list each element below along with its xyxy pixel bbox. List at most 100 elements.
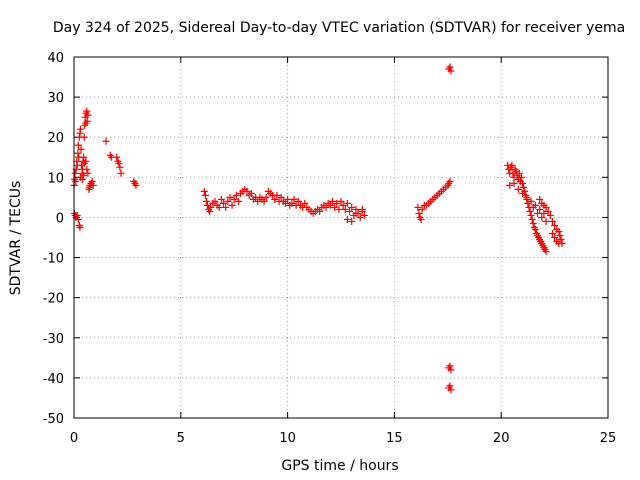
y-tick-label: 30 [47,91,64,106]
data-point-marker [360,211,368,219]
data-point-marker [348,203,356,211]
data-point-marker [83,165,91,173]
y-tick-label: -40 [43,372,64,387]
data-point-marker [556,231,564,239]
data-point-marker [271,195,279,203]
data-point-marker [348,217,356,225]
data-point-marker [508,161,516,169]
data-point-marker [551,234,559,241]
data-point-marker [200,187,208,195]
chart-title: Day 324 of 2025, Sidereal Day-to-day VTE… [53,20,625,36]
data-point-marker [102,137,110,145]
data-point-marker [80,153,88,161]
data-point-marker [294,197,302,205]
grid-lines [74,57,608,418]
data-point-marker [515,169,523,177]
data-point-marker [337,197,345,205]
data-point-marker [328,197,336,205]
data-point-marker [277,193,285,201]
data-point-marker [85,183,93,191]
data-point-marker [74,141,82,149]
y-tick-label: 0 [56,211,64,226]
data-point-marker [207,203,215,211]
data-point-marker [243,187,251,195]
data-point-marker [555,240,563,248]
data-point-marker [77,145,85,153]
data-point-marker [290,195,298,203]
data-point-marker [341,205,349,213]
data-point-marker [88,177,96,185]
x-tick-label: 25 [600,431,617,446]
data-point-marker [546,211,554,219]
data-point-marker [557,236,565,244]
data-point-marker [523,193,531,201]
data-point-marker [89,181,97,189]
data-point-marker [226,193,234,201]
data-point-marker [548,229,556,237]
data-point-marker [76,173,84,181]
data-point-marker [288,199,296,207]
data-point-marker [542,203,550,211]
data-point-marker [352,209,360,217]
data-point-marker [339,201,347,209]
data-point-marker [536,205,544,213]
data-point-marker [232,191,240,199]
data-point-marker [260,197,268,205]
data-point-marker [220,199,228,207]
data-point-marker [446,177,454,185]
data-point-marker [211,197,219,205]
data-point-marker [346,207,354,215]
data-point-marker [281,199,289,207]
data-point-marker [284,195,292,203]
data-point-marker [356,213,364,221]
data-point-marker [519,179,527,187]
data-point-marker [528,215,536,223]
data-point-marker [555,227,563,235]
data-point-marker [81,159,89,167]
data-point-marker [540,209,548,217]
data-point-marker [343,199,351,207]
data-point-marker [224,197,232,205]
data-point-marker [132,181,140,189]
data-point-marker [534,209,542,217]
data-point-marker [115,159,123,167]
y-tick-label: 20 [47,131,64,146]
x-tick-label: 20 [493,431,510,446]
data-point-marker [84,111,92,119]
x-tick-label: 15 [386,431,403,446]
data-point-marker [72,177,80,185]
data-point-marker [519,189,527,197]
y-tick-label: 10 [47,171,64,186]
data-point-marker [273,191,281,199]
axis-ticks [73,56,609,419]
data-point-marker [527,197,535,205]
data-point-marker [117,169,125,177]
x-tick-label: 0 [70,431,78,446]
data-point-marker [527,211,535,219]
data-point-marker [548,217,556,225]
data-point-marker [544,207,552,215]
data-point-marker [538,213,546,221]
x-tick-labels: 0 5 10 15 20 25 [70,431,616,446]
data-point-marker [542,217,550,225]
data-point-marker [551,221,559,229]
data-point-marker [215,203,223,211]
data-point-marker [71,169,79,177]
data-point-marker [335,205,343,213]
data-point-marker [445,384,453,392]
data-point-marker [301,199,309,207]
data-point-marker [80,133,88,141]
data-point-marker [206,207,214,215]
data-point-marker [83,107,91,115]
data-point-marker [326,201,334,209]
data-point-marker [536,195,544,203]
data-point-marker [417,215,425,223]
data-point-marker [202,197,210,205]
data-point-marker [415,209,423,217]
x-tick-label: 5 [177,431,185,446]
data-point-marker [247,189,255,197]
data-point-marker [113,153,121,161]
data-point-marker [542,248,550,256]
data-point-marker [529,219,537,227]
data-point-marker [414,203,422,211]
